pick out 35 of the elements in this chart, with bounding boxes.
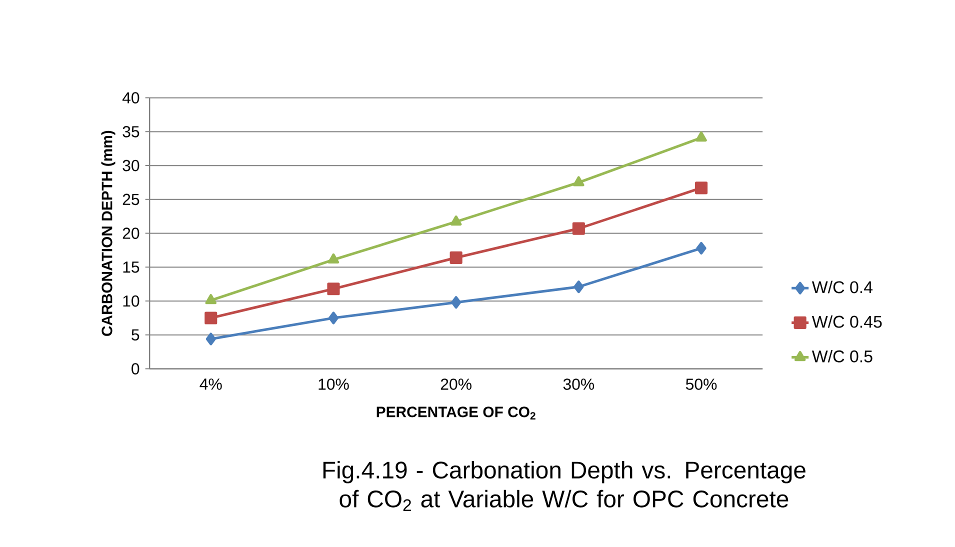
y-tick-label: 10 bbox=[123, 295, 140, 307]
y-tick-label: 30 bbox=[122, 160, 140, 172]
point bbox=[574, 280, 584, 294]
x-tick-label: 10% bbox=[318, 378, 349, 390]
legend-label: W/C 0.5 bbox=[812, 350, 872, 362]
point bbox=[206, 332, 216, 346]
y-tick-label: 20 bbox=[122, 228, 140, 239]
x-tick-label: 30% bbox=[563, 378, 594, 390]
point bbox=[696, 242, 706, 254]
x-tick-label: 4% bbox=[200, 378, 222, 390]
legend-label: W/C 0.45 bbox=[812, 315, 882, 328]
text: Fig.4.19 - Carbonation Depth vs. Percentage of CO$_{2}$ at Variable W/C for OPC Concrete bbox=[323, 461, 806, 511]
point bbox=[205, 294, 216, 304]
point bbox=[328, 312, 339, 324]
point bbox=[450, 216, 462, 226]
x-tick-label: 50% bbox=[686, 378, 717, 390]
point bbox=[328, 253, 340, 264]
y-tick-label: 15 bbox=[123, 262, 140, 273]
y-axis-title: CARBONATION DEPTH (mm) bbox=[101, 130, 116, 336]
point bbox=[450, 251, 462, 264]
point bbox=[451, 296, 462, 309]
y-tick-label: 5 bbox=[132, 329, 140, 340]
x-tick-label: 20% bbox=[440, 378, 472, 390]
point bbox=[327, 282, 340, 296]
point bbox=[695, 182, 708, 194]
y-tick-label: 35 bbox=[122, 126, 140, 138]
y-tick-label: 25 bbox=[122, 194, 140, 206]
x-axis-title: PERCENTAGE OF CO$_{2}$ bbox=[376, 406, 536, 420]
point bbox=[696, 132, 707, 142]
point bbox=[204, 312, 218, 324]
y-tick-label: 40 bbox=[122, 92, 140, 104]
point bbox=[572, 222, 585, 235]
point bbox=[573, 176, 584, 186]
y-tick-label: 0 bbox=[132, 363, 140, 374]
legend-label: W/C 0.4 bbox=[812, 280, 873, 294]
